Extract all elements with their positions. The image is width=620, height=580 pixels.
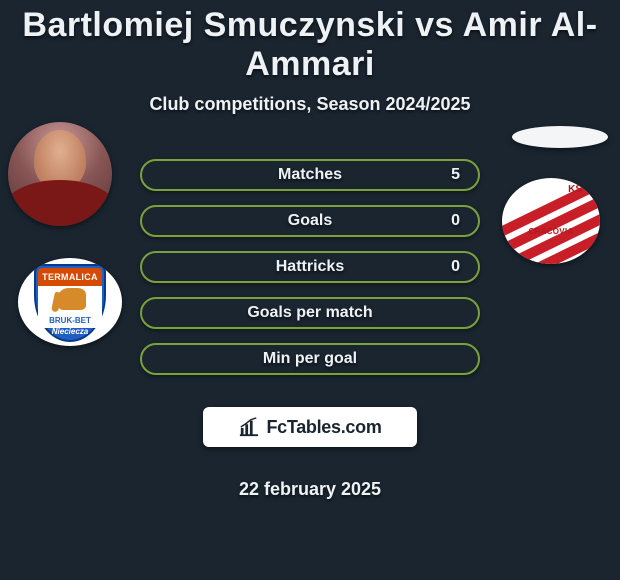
stat-row-min-per-goal: Min per goal: [140, 343, 480, 375]
stat-row-goals: Goals 0: [140, 205, 480, 237]
bars-icon: [238, 417, 260, 437]
badge-band-label: BRUK-BET: [38, 314, 102, 328]
badge-bottom-label: Nieciecza: [36, 327, 104, 336]
badge-ks-label: KS: [568, 184, 582, 195]
stat-row-goals-per-match: Goals per match: [140, 297, 480, 329]
club-badge-right: KS CRACOVIA: [502, 178, 600, 264]
stat-label: Hattricks: [276, 258, 344, 276]
page-title: Bartlomiej Smuczynski vs Amir Al-Ammari: [0, 0, 620, 84]
stat-label: Goals per match: [247, 304, 372, 322]
elephant-icon: [58, 288, 86, 310]
badge-name-label: CRACOVIA: [502, 227, 600, 236]
stat-label: Matches: [278, 166, 342, 184]
stat-value: 0: [451, 258, 460, 276]
player-photo-right: [512, 126, 608, 148]
stat-row-matches: Matches 5: [140, 159, 480, 191]
stat-row-hattricks: Hattricks 0: [140, 251, 480, 283]
shield-icon: TERMALICA BRUK-BET Nieciecza: [34, 264, 106, 342]
club-badge-left: TERMALICA BRUK-BET Nieciecza: [18, 258, 122, 346]
stat-label: Min per goal: [263, 350, 357, 368]
date-label: 22 february 2025: [239, 479, 381, 500]
stat-label: Goals: [288, 212, 332, 230]
watermark: FcTables.com: [203, 407, 417, 447]
player-photo-left: [8, 122, 112, 226]
watermark-brand: FcTables.com: [266, 417, 381, 438]
stat-value: 0: [451, 212, 460, 230]
stat-value: 5: [451, 166, 460, 184]
card-container: Bartlomiej Smuczynski vs Amir Al-Ammari …: [0, 0, 620, 500]
badge-top-label: TERMALICA: [38, 268, 102, 286]
subtitle: Club competitions, Season 2024/2025: [0, 94, 620, 115]
